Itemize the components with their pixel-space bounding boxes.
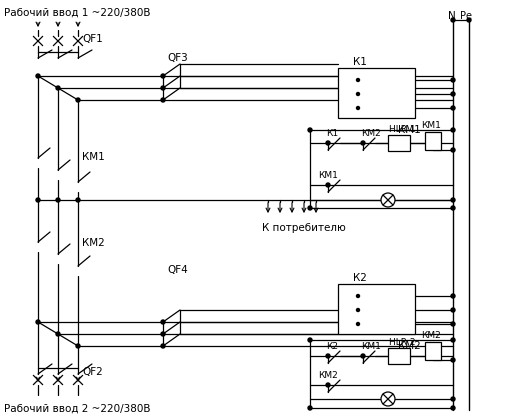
Text: HLR 2: HLR 2 [389, 337, 416, 347]
Circle shape [356, 106, 359, 109]
Circle shape [451, 18, 455, 22]
Circle shape [308, 406, 312, 410]
Text: КМ1: КМ1 [318, 171, 338, 179]
Text: К1: К1 [326, 129, 338, 137]
Circle shape [451, 128, 455, 132]
Text: К2: К2 [326, 341, 338, 351]
Text: КМ2: КМ2 [361, 129, 381, 137]
Circle shape [308, 206, 312, 210]
Text: QF3: QF3 [167, 53, 188, 63]
Circle shape [451, 406, 455, 410]
Text: К2: К2 [353, 273, 367, 283]
Circle shape [381, 193, 395, 207]
Text: К потребителю: К потребителю [262, 223, 346, 233]
Text: КМ2: КМ2 [398, 341, 421, 351]
Circle shape [451, 308, 455, 312]
Circle shape [36, 320, 40, 324]
Text: КМ1: КМ1 [398, 125, 421, 135]
Circle shape [56, 86, 60, 90]
Text: Рабочий ввод 1 ~220/380В: Рабочий ввод 1 ~220/380В [4, 8, 150, 18]
Circle shape [361, 354, 365, 358]
Text: К1: К1 [353, 57, 367, 67]
Bar [388, 135, 410, 151]
Circle shape [76, 344, 80, 348]
Bar [338, 284, 415, 334]
Circle shape [356, 78, 359, 82]
Circle shape [161, 344, 165, 348]
Text: Рабочий ввод 2 ~220/380В: Рабочий ввод 2 ~220/380В [4, 404, 150, 414]
Circle shape [451, 322, 455, 326]
Circle shape [161, 320, 165, 324]
Circle shape [161, 74, 165, 78]
Circle shape [326, 141, 330, 145]
Circle shape [326, 354, 330, 358]
Circle shape [76, 198, 80, 202]
Circle shape [356, 323, 359, 326]
Circle shape [161, 98, 165, 102]
Bar [425, 132, 441, 150]
Text: QF1: QF1 [82, 34, 103, 44]
Text: Ре: Ре [460, 11, 472, 21]
Circle shape [161, 86, 165, 90]
Circle shape [356, 93, 359, 96]
Circle shape [467, 18, 471, 22]
Circle shape [326, 183, 330, 187]
Bar [388, 348, 410, 364]
Circle shape [381, 392, 395, 406]
Circle shape [451, 338, 455, 342]
Circle shape [326, 383, 330, 387]
Bar [425, 342, 441, 360]
Circle shape [451, 92, 455, 96]
Circle shape [451, 148, 455, 152]
Circle shape [36, 198, 40, 202]
Circle shape [451, 198, 455, 202]
Text: HLR 1: HLR 1 [389, 124, 416, 134]
Text: КМ2: КМ2 [421, 331, 441, 339]
Circle shape [76, 98, 80, 102]
Text: QF2: QF2 [82, 367, 103, 377]
Text: N: N [448, 11, 456, 21]
Circle shape [361, 141, 365, 145]
Circle shape [451, 358, 455, 362]
Circle shape [451, 78, 455, 82]
Circle shape [161, 332, 165, 336]
Circle shape [56, 198, 60, 202]
Circle shape [451, 397, 455, 401]
Text: КМ1: КМ1 [361, 341, 381, 351]
Circle shape [356, 295, 359, 297]
Text: КМ1: КМ1 [82, 152, 105, 162]
Circle shape [36, 74, 40, 78]
Circle shape [308, 128, 312, 132]
Text: КМ2: КМ2 [318, 370, 338, 380]
Circle shape [451, 206, 455, 210]
Circle shape [451, 106, 455, 110]
Text: QF4: QF4 [167, 265, 188, 275]
Circle shape [308, 338, 312, 342]
Circle shape [451, 294, 455, 298]
Text: КМ2: КМ2 [82, 238, 105, 248]
Text: КМ1: КМ1 [421, 121, 441, 129]
Circle shape [356, 308, 359, 311]
Circle shape [56, 332, 60, 336]
Bar [338, 68, 415, 118]
